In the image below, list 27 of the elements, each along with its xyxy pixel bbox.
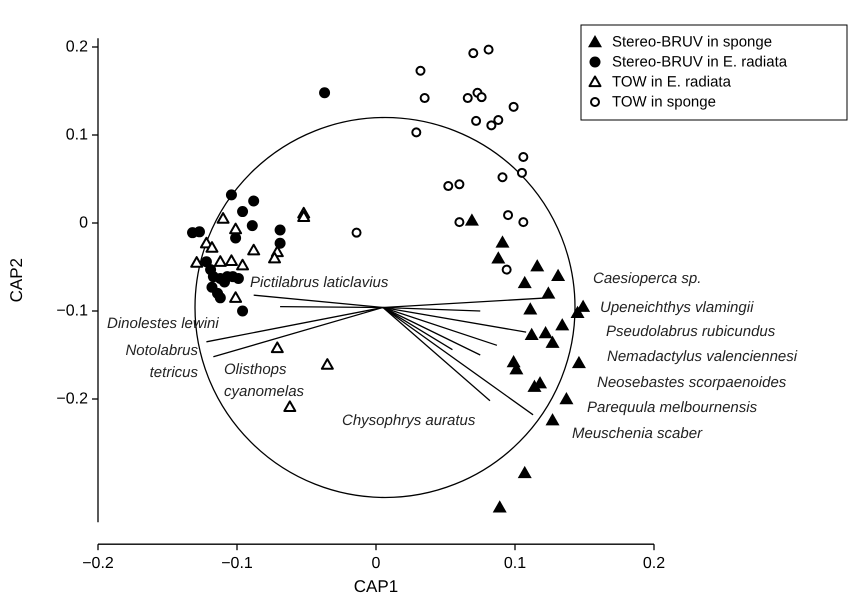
y-tick-label: −0.1 [56,302,88,320]
annotation: Parequula melbournensis [587,398,758,416]
legend-label: TOW in E. radiata [612,74,732,90]
annotation: Notolabrus tetricus [125,342,198,380]
y-axis-title: CAP2 [7,258,26,302]
annotation: Meuschenia scaber [572,424,704,442]
x-tick-label: 0 [372,555,381,572]
annotation: Caesioperca sp. [593,270,702,286]
annotation: Olisthops cyanomelas [224,360,305,400]
annotation: Chysophrys auratus [342,412,476,428]
y-tick-label: 0.1 [66,126,88,144]
legend-label: Stereo-BRUV in E. radiata [612,54,788,70]
y-tick-label: 0.2 [66,38,88,56]
annotation: Pseudolabrus rubicundus [606,322,776,340]
x-tick-label: −0.2 [82,555,114,572]
y-tick-label: −0.2 [56,390,88,408]
annotation: Upeneichthys vlamingii [600,298,754,316]
legend-label: Stereo-BRUV in sponge [612,34,772,50]
x-tick-label: 0.2 [642,555,666,572]
legend-label: TOW in sponge [612,94,716,110]
x-tick-label: 0.1 [504,555,526,572]
x-tick-label: −0.1 [221,555,253,572]
y-tick-label: 0 [79,214,88,232]
annotation: Nemadactylus valenciennesi [607,348,798,364]
x-axis-title: CAP1 [354,577,398,596]
annotation: Pictilabrus laticlavius [250,274,389,290]
annotation: Neosebastes scorpaenoides [597,374,787,390]
